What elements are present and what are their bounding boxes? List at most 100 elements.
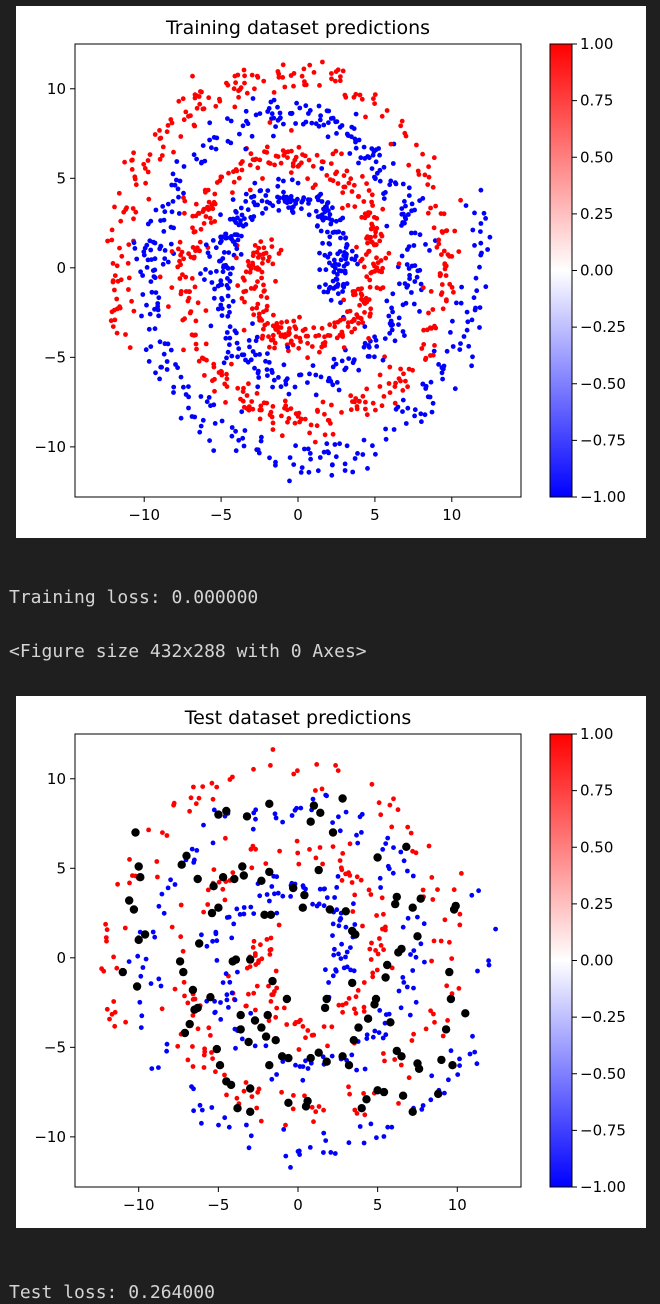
- point-positive: [197, 101, 203, 107]
- point-misclassified: [341, 907, 350, 916]
- point-positive: [258, 403, 264, 409]
- colorbar-tick-label: −0.75: [580, 431, 626, 449]
- point-positive: [237, 87, 243, 92]
- point-negative: [352, 136, 358, 142]
- point-negative: [287, 455, 293, 460]
- point-positive: [367, 277, 373, 283]
- point-positive: [360, 174, 365, 179]
- point-positive: [253, 846, 258, 852]
- point-positive: [169, 249, 175, 254]
- point-positive: [321, 1107, 326, 1113]
- point-negative: [335, 272, 340, 277]
- point-negative: [246, 1145, 252, 1151]
- point-positive: [314, 762, 320, 767]
- point-misclassified: [195, 939, 204, 948]
- point-positive: [249, 399, 255, 404]
- point-positive: [197, 248, 203, 254]
- point-negative: [149, 1066, 155, 1071]
- point-positive: [278, 325, 284, 330]
- point-negative: [487, 234, 493, 240]
- point-positive: [337, 78, 343, 84]
- point-positive: [111, 999, 117, 1004]
- point-negative: [472, 243, 477, 248]
- point-negative: [165, 341, 171, 347]
- point-positive: [411, 1031, 416, 1037]
- point-negative: [207, 137, 213, 143]
- point-negative: [199, 1120, 204, 1126]
- point-positive: [186, 251, 192, 257]
- point-positive: [345, 203, 351, 208]
- point-negative: [144, 302, 149, 308]
- point-negative: [139, 1013, 145, 1019]
- point-negative: [229, 990, 235, 996]
- point-negative: [227, 979, 233, 985]
- point-negative: [269, 367, 275, 373]
- point-negative: [389, 327, 395, 333]
- point-misclassified: [301, 1102, 311, 1111]
- point-negative: [328, 1150, 334, 1155]
- point-negative: [212, 1010, 218, 1016]
- point-negative: [388, 178, 394, 184]
- point-positive: [220, 886, 226, 892]
- point-positive: [368, 892, 374, 897]
- point-negative: [473, 275, 479, 281]
- point-positive: [214, 180, 220, 185]
- point-negative: [281, 196, 287, 201]
- point-negative: [277, 110, 283, 116]
- point-positive: [127, 857, 132, 862]
- point-negative: [399, 211, 405, 217]
- point-positive: [374, 265, 380, 271]
- point-negative: [310, 363, 316, 368]
- point-negative: [320, 240, 325, 246]
- point-negative: [376, 1030, 382, 1035]
- point-negative: [325, 134, 331, 140]
- point-negative: [346, 356, 352, 361]
- point-negative: [181, 164, 187, 169]
- point-negative: [245, 207, 251, 213]
- point-positive: [360, 320, 366, 325]
- scatter-points: [99, 747, 498, 1170]
- point-negative: [271, 377, 277, 383]
- point-positive: [299, 73, 305, 79]
- point-positive: [420, 285, 426, 291]
- point-negative: [305, 446, 311, 452]
- point-negative: [333, 119, 338, 125]
- point-negative: [296, 1148, 302, 1154]
- colorbar-tick-label: 0.50: [580, 838, 613, 856]
- point-positive: [210, 796, 216, 802]
- point-positive: [302, 1093, 307, 1099]
- point-positive: [327, 322, 333, 328]
- point-positive: [236, 94, 242, 100]
- colorbar-tick-label: 1.00: [580, 725, 613, 743]
- point-negative: [385, 1124, 391, 1130]
- point-positive: [284, 1022, 290, 1027]
- point-positive: [296, 1047, 302, 1052]
- point-negative: [387, 330, 393, 336]
- point-positive: [433, 203, 438, 209]
- point-negative: [178, 415, 184, 421]
- point-misclassified: [348, 978, 357, 988]
- figure-size-text: <Figure size 432x288 with 0 Axes>: [9, 641, 367, 662]
- point-negative: [219, 418, 225, 424]
- point-positive: [112, 273, 118, 278]
- test-predictions-chart: Test dataset predictions−10 −5 0 5 10−10−505…: [34, 707, 626, 1214]
- point-positive: [223, 400, 228, 405]
- point-positive: [359, 297, 365, 303]
- point-negative: [147, 238, 153, 244]
- point-misclassified: [451, 901, 460, 911]
- point-misclassified: [413, 932, 422, 941]
- point-positive: [349, 189, 355, 194]
- point-positive: [273, 968, 279, 974]
- point-negative: [472, 210, 477, 216]
- point-positive: [166, 304, 171, 309]
- point-negative: [402, 220, 407, 226]
- point-negative: [199, 932, 204, 938]
- point-misclassified: [394, 948, 403, 957]
- point-positive: [378, 812, 384, 818]
- point-negative: [289, 111, 294, 117]
- point-positive: [439, 229, 445, 234]
- point-positive: [112, 287, 117, 293]
- point-negative: [234, 340, 240, 346]
- point-negative: [239, 233, 244, 239]
- point-negative: [377, 875, 383, 881]
